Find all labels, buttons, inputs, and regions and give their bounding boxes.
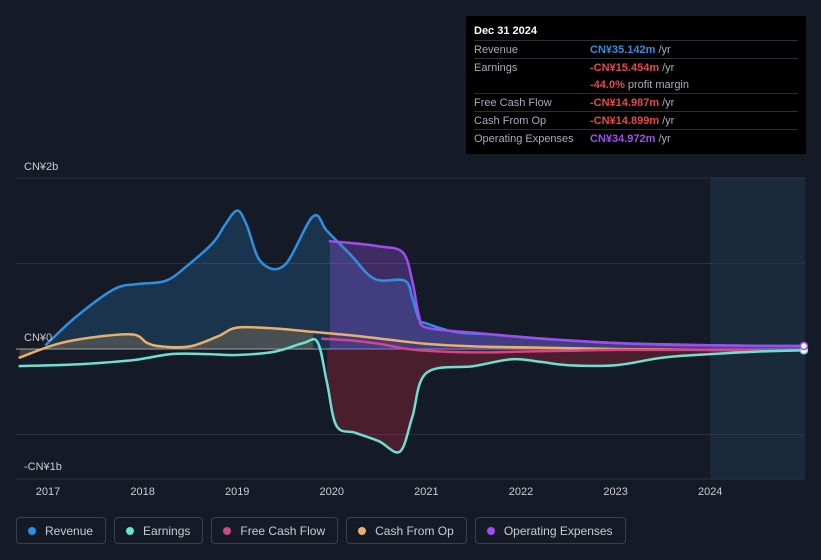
forecast-shade [710, 178, 805, 479]
earnings-line [18, 337, 806, 454]
tooltip-row-value: -CN¥15.454m [590, 61, 660, 74]
tooltip-row: Cash From Op -CN¥14.899m/yr [474, 111, 798, 129]
legend-dot-icon [28, 526, 36, 535]
legend-dot-icon [126, 526, 135, 535]
tooltip-row-unit: /yr [658, 132, 671, 145]
tooltip-row: Free Cash Flow -CN¥14.987m/yr [474, 93, 798, 111]
tooltip-row-value: -CN¥14.987m [590, 96, 660, 109]
x-tick-label: 2019 [225, 486, 249, 498]
x-tick-label: 2020 [320, 486, 344, 498]
tooltip-row: Revenue CN¥35.142m/yr [474, 40, 798, 58]
tooltip-row: Operating Expenses CN¥34.972m/yr [474, 129, 798, 147]
tooltip-date: Dec 31 2024 [474, 25, 537, 37]
tooltip-row-label: Operating Expenses [474, 132, 574, 145]
tooltip-row-label: Revenue [474, 43, 519, 56]
earnings-area [327, 349, 804, 453]
legend-item-revenue[interactable]: Revenue [16, 517, 107, 544]
tooltip-row-unit: /yr [658, 43, 671, 56]
operating-expenses-end-marker [799, 341, 809, 351]
tooltip-row: -44.0% profit margin [474, 76, 798, 93]
legend-item-operating-expenses[interactable]: Operating Expenses [474, 517, 626, 544]
x-tick-label: 2023 [603, 486, 627, 498]
x-tick-label: 2018 [130, 486, 154, 498]
free-cash-flow-line [321, 337, 806, 354]
tooltip-row-unit: /yr [662, 61, 675, 74]
x-tick-label: 2017 [36, 486, 60, 498]
tooltip-row-unit: /yr [662, 96, 675, 109]
legend-item-cash-from-op[interactable]: Cash From Op [346, 517, 467, 544]
revenue-area [46, 210, 804, 349]
legend-label: Cash From Op [375, 523, 454, 538]
x-tick-label: 2022 [509, 486, 533, 498]
tooltip-row-label: Earnings [474, 61, 518, 74]
legend-item-free-cash-flow[interactable]: Free Cash Flow [211, 517, 339, 544]
legend-label: Operating Expenses [503, 523, 613, 538]
tooltip-row-value: CN¥34.972m [590, 132, 656, 145]
legend-dot-icon [223, 526, 232, 535]
legend-label: Revenue [45, 523, 94, 538]
legend-label: Earnings [143, 523, 191, 538]
operating-expenses-line [328, 240, 806, 348]
legend-dot-icon [486, 526, 495, 535]
cash-from-op-area [19, 327, 313, 358]
tooltip-row-label: Cash From Op [474, 114, 547, 127]
y-tick-label: CN¥2b [24, 161, 58, 173]
y-tick-label: CN¥0 [24, 332, 52, 344]
legend-item-earnings[interactable]: Earnings [114, 517, 204, 544]
chart-area: CN¥2b CN¥0 -CN¥1b 2017 2018 2019 2020 2021 2022 2… [16, 161, 809, 498]
y-tick-label: -CN¥1b [24, 461, 62, 473]
tooltip-row-value: CN¥35.142m [590, 43, 656, 56]
tooltip-panel: Dec 31 2024 Revenue CN¥35.142m/yr Earnings… [466, 16, 806, 154]
legend: Revenue Earnings Free Cash Flow Cash From O… [16, 517, 634, 544]
tooltip-row-label: Free Cash Flow [474, 96, 552, 109]
tooltip-row-value: -CN¥14.899m [590, 114, 660, 127]
tooltip-row: Earnings -CN¥15.454m/yr [474, 58, 798, 76]
x-tick-label: 2024 [698, 486, 722, 498]
tooltip-row-unit: profit margin [627, 78, 689, 91]
x-tick-label: 2021 [414, 486, 438, 498]
tooltip-row-unit: /yr [662, 114, 675, 127]
tooltip-row-value: -44.0% [590, 78, 625, 91]
legend-dot-icon [358, 526, 367, 535]
legend-label: Free Cash Flow [240, 523, 326, 538]
